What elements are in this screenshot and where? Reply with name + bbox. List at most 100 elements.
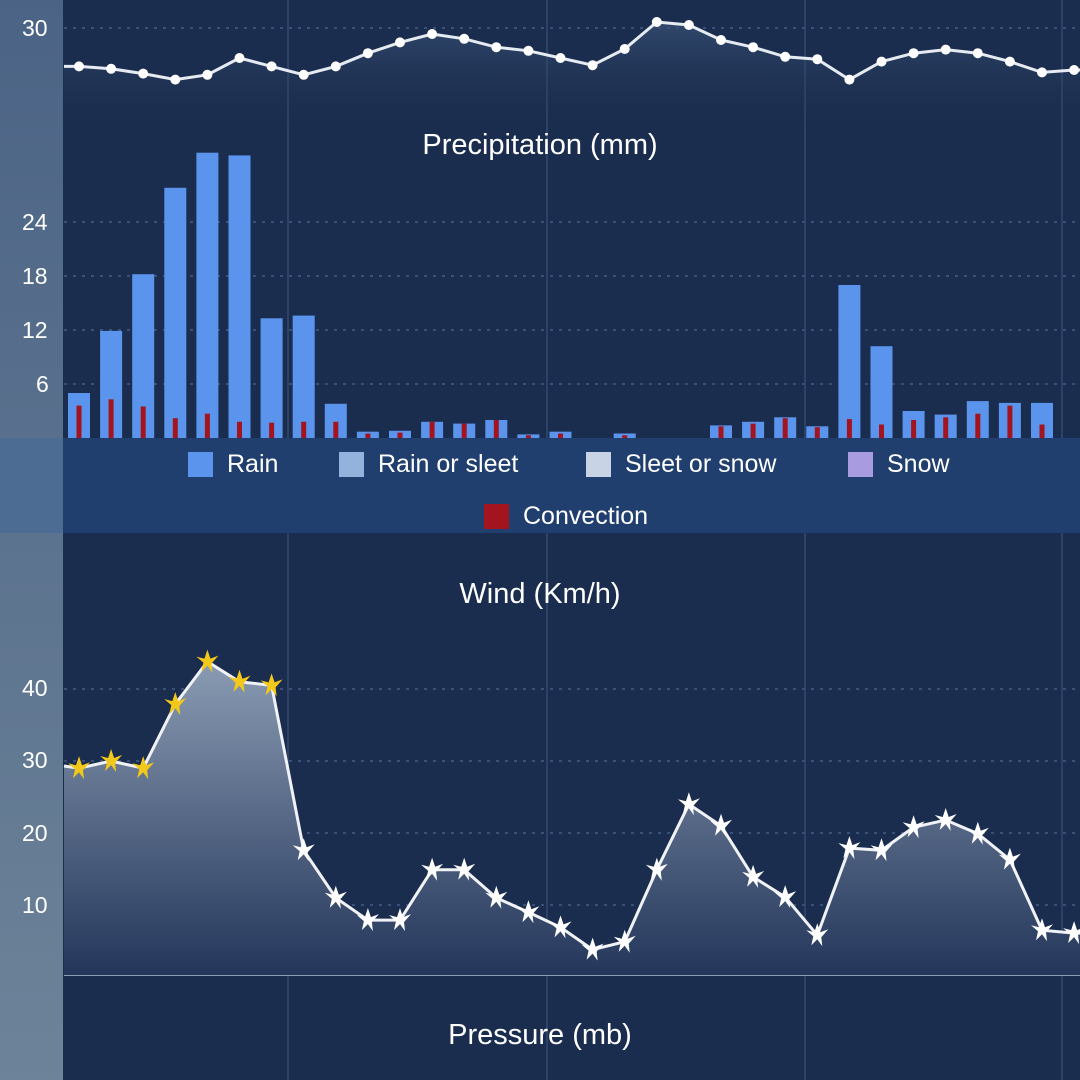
wind-direction-marker (1031, 918, 1053, 942)
legend-axis-strip (0, 438, 63, 533)
rain-bar (870, 346, 893, 438)
top-line-point (651, 17, 662, 27)
top-line-point (266, 61, 277, 72)
top-line-point (1069, 65, 1080, 75)
top-line-point (395, 37, 405, 48)
top-line (64, 20, 1080, 82)
wind-direction-marker (1063, 921, 1080, 945)
rain-swatch (188, 452, 213, 477)
convection-bar (879, 424, 884, 438)
wind-direction-marker (421, 857, 444, 881)
rain-or-sleet-swatch (339, 452, 364, 477)
precip-ytick: 24 (22, 209, 48, 235)
top-line-point (716, 35, 726, 45)
wind-direction-marker (902, 815, 925, 839)
top-line-point (106, 63, 117, 74)
legend-convection: Convection (484, 502, 648, 531)
convection-bar (750, 423, 756, 438)
precipitation-legend: Rain Rain or sleet Sleet or snow Snow Co… (0, 438, 1080, 533)
top-line-point (748, 42, 759, 53)
snow-swatch (848, 452, 873, 477)
top-line-point (427, 29, 438, 39)
top-line-point (74, 61, 84, 72)
wind-ytick: 20 (22, 820, 48, 846)
wind-direction-marker (774, 885, 797, 909)
legend-sleet-or-snow: Sleet or snow (586, 450, 776, 479)
convection-bar (204, 413, 210, 438)
wind-direction-marker (934, 808, 957, 832)
pressure-title: Pressure (mb) (448, 1019, 632, 1051)
top-line-point (523, 45, 534, 56)
top-line-point (619, 44, 630, 54)
convection-bar (558, 433, 563, 438)
wind-direction-marker (998, 847, 1021, 871)
convection-bar (622, 435, 628, 438)
top-line-point (1004, 56, 1015, 67)
rain-bar (164, 187, 187, 438)
top-line-point (459, 33, 470, 44)
sleet-or-snow-swatch (586, 452, 611, 477)
precip-ytick: 6 (36, 371, 49, 397)
wind-direction-marker (870, 838, 893, 862)
top-line-point (362, 48, 373, 59)
rain-bar (1031, 402, 1053, 438)
top-line-point (587, 60, 598, 71)
top-line-point (170, 74, 181, 85)
top-line-point (1037, 67, 1047, 78)
legend-rain-or-sleet: Rain or sleet (339, 450, 518, 479)
convection-bar (429, 421, 435, 438)
convection-bar (718, 426, 724, 438)
legend-label: Convection (523, 502, 649, 530)
wind-direction-marker (164, 692, 187, 716)
top-line-point (812, 54, 823, 65)
wind-direction-marker (228, 669, 251, 693)
wind-direction-marker (645, 857, 668, 881)
wind-direction-marker (549, 915, 572, 939)
convection-bar (108, 399, 114, 438)
rain-bar (838, 285, 861, 438)
rain-bar (324, 403, 347, 438)
convection-bar (333, 421, 339, 438)
legend-label: Rain (227, 450, 279, 478)
top-line-point (330, 61, 341, 72)
wind-direction-marker (485, 885, 508, 909)
top-line-point (908, 48, 919, 59)
top-ytick-30: 30 (22, 15, 48, 41)
precipitation-title: Precipitation (mm) (422, 129, 658, 161)
wind-direction-marker (292, 838, 315, 862)
top-line-point (844, 74, 855, 85)
convection-bar (172, 418, 178, 438)
convection-bar (1007, 405, 1013, 438)
convection-bar (975, 413, 981, 438)
wind-direction-marker (966, 821, 989, 845)
convection-bar (493, 420, 499, 438)
convection-bar (911, 420, 917, 438)
wind-line (63, 659, 1080, 952)
top-line-point (940, 44, 951, 55)
convection-bar (782, 418, 788, 438)
wind-direction-marker (677, 792, 700, 816)
precip-ytick: 12 (22, 317, 48, 343)
legend-label: Sleet or snow (625, 450, 777, 478)
wind-direction-marker (260, 673, 283, 697)
convection-bar (525, 435, 531, 438)
rain-bar (228, 155, 251, 438)
top-line-point (972, 48, 983, 59)
wind-direction-marker (806, 923, 829, 947)
wind-direction-marker (132, 756, 155, 780)
wind-direction-marker (742, 864, 765, 888)
rain-bar (100, 330, 123, 438)
top-line-point (780, 51, 791, 62)
wind-direction-marker (453, 857, 476, 881)
wind-area (64, 661, 1080, 975)
y-axis-strip (0, 0, 63, 1080)
wind-ytick: 30 (22, 747, 48, 773)
wind-direction-marker (68, 756, 90, 780)
legend-label: Rain or sleet (378, 450, 519, 478)
rain-bar (196, 152, 219, 438)
wind-ytick: 10 (22, 892, 48, 918)
top-line-point (491, 42, 502, 53)
top-line-point (683, 20, 694, 30)
wind-direction-marker (100, 749, 123, 772)
